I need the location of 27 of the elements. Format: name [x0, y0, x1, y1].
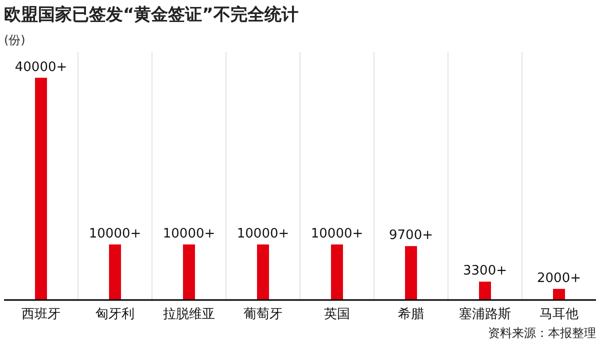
text: 资料来源：本报整理 — [488, 326, 596, 340]
bar — [35, 78, 47, 300]
x-tick-label: 塞浦路斯 — [459, 306, 511, 322]
x-tick-label: 匈牙利 — [96, 307, 134, 322]
data-label: 10000+ — [162, 226, 216, 242]
bar — [553, 288, 565, 300]
x-tick-label: 马耳他 — [540, 307, 578, 322]
bar — [109, 244, 121, 300]
bar — [405, 246, 417, 300]
bar — [479, 282, 491, 300]
data-label: 10000+ — [310, 226, 364, 242]
data-label: 40000+ — [14, 60, 68, 75]
bar — [331, 244, 343, 300]
bar — [257, 244, 269, 300]
data-label: 2000+ — [537, 270, 581, 286]
chart-title: 欧盟国家已签发“黄金签证”不完全统计 — [4, 5, 298, 25]
x-tick-label: 西班牙 — [22, 307, 60, 322]
data-label: 10000+ — [88, 226, 142, 242]
x-tick-label: 希腊 — [398, 307, 424, 322]
x-tick-label: 拉脱维亚 — [163, 307, 215, 322]
data-label: 10000+ — [236, 226, 290, 242]
data-label: 9700+ — [389, 228, 433, 244]
data-label: 3300+ — [463, 264, 507, 279]
x-tick-label: 英国 — [324, 307, 350, 322]
y-axis-title: (份) — [4, 33, 26, 47]
bar — [183, 244, 195, 300]
x-tick-label: 葡萄牙 — [244, 307, 282, 322]
